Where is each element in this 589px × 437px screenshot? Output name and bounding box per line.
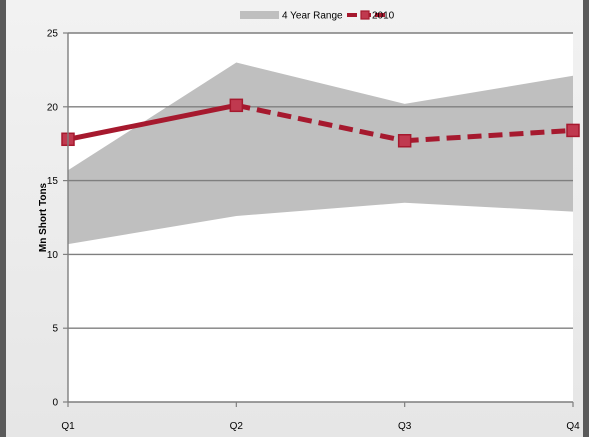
y-tick-label: 5 (52, 324, 58, 335)
legend-swatch-marker (360, 10, 370, 20)
x-tick-label: Q3 (398, 421, 412, 432)
y-tick-label: 15 (47, 176, 59, 187)
gridline-layer (68, 32, 573, 329)
legend-label-2010: 2010 (372, 11, 395, 22)
series-line-segment (67, 102, 237, 142)
legend-label-range: 4 Year Range (282, 11, 343, 22)
y-axis-title: Mn Short Tons (38, 182, 49, 252)
x-tick-label: Q4 (566, 421, 580, 432)
legend: 4 Year Range 2010 (240, 10, 395, 22)
range-area-layer (68, 62, 573, 245)
data-point-marker (229, 98, 244, 113)
series-line-segment (404, 127, 574, 144)
data-point-marker (397, 133, 412, 148)
x-tick-label: Q2 (230, 421, 244, 432)
range-area-band (68, 62, 573, 245)
series-line-layer (61, 98, 580, 148)
chart-canvas: 0 5 10 15 20 25 Q1 Q2 Q3 Q4 4 Year Range 2010 Mn S… (38, 10, 580, 433)
y-tick-label: 20 (47, 102, 59, 113)
y-tick-label: 10 (47, 250, 59, 261)
legend-swatch-range (240, 11, 279, 19)
y-tick-label: 0 (52, 398, 58, 409)
x-tick-label: Q1 (61, 421, 75, 432)
y-tick-label: 25 (47, 29, 59, 40)
data-point-marker (566, 123, 580, 138)
axis-layer: 0 5 10 15 20 25 Q1 Q2 Q3 Q4 (47, 29, 580, 433)
series-line-segment (235, 102, 406, 144)
